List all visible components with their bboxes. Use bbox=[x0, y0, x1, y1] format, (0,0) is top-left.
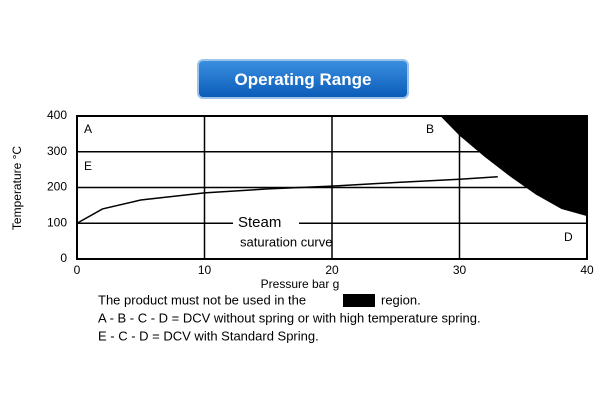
region-label: A bbox=[84, 122, 92, 136]
x-tick-label: 20 bbox=[325, 263, 339, 277]
label-background bbox=[233, 214, 299, 232]
x-tick-label: 30 bbox=[453, 263, 467, 277]
region-label: E bbox=[84, 159, 92, 173]
x-tick-label: 0 bbox=[74, 263, 81, 277]
region-label: B bbox=[426, 122, 434, 136]
curve-label: Steam bbox=[238, 214, 281, 231]
y-axis-label: Temperature °C bbox=[10, 146, 24, 230]
note: A - B - C - D = DCV without spring or wi… bbox=[98, 310, 481, 325]
excluded-region bbox=[440, 116, 587, 217]
x-tick-label: 40 bbox=[580, 263, 594, 277]
note: region. bbox=[381, 292, 421, 307]
region-label: C bbox=[496, 155, 505, 169]
plot-frame bbox=[76, 115, 588, 260]
x-tick-label: 10 bbox=[198, 263, 212, 277]
y-tick-label: 0 bbox=[60, 251, 67, 265]
x-axis-label: Pressure bar g bbox=[261, 277, 340, 291]
y-tick-label: 400 bbox=[47, 108, 67, 122]
saturation-curve bbox=[76, 176, 498, 224]
y-tick-label: 200 bbox=[47, 180, 67, 194]
legend-swatch bbox=[343, 294, 375, 307]
y-tick-label: 300 bbox=[47, 144, 67, 158]
region-label: D bbox=[564, 230, 573, 244]
note: E - C - D = DCV with Standard Spring. bbox=[98, 328, 319, 343]
chart-title: Operating Range bbox=[197, 59, 409, 99]
note: The product must not be used in the bbox=[98, 292, 306, 307]
y-tick-label: 100 bbox=[47, 215, 67, 229]
curve-label: saturation curve bbox=[240, 234, 333, 249]
